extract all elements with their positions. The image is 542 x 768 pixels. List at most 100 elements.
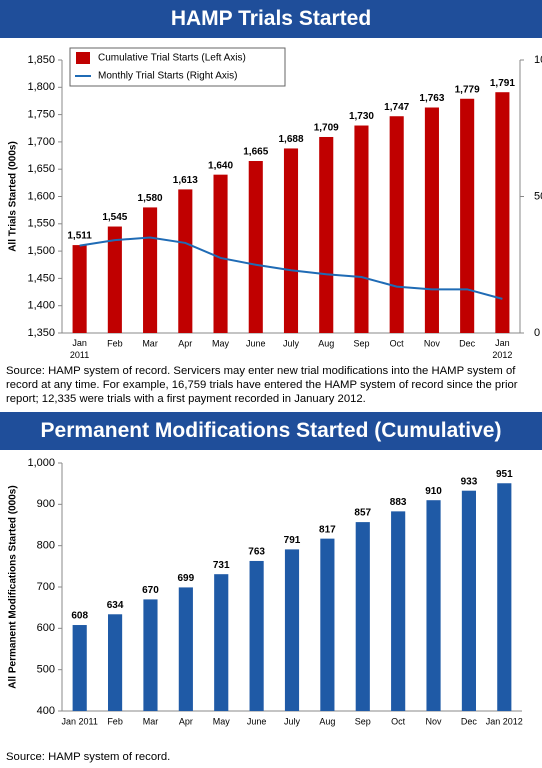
data-label: 1,545 [102, 212, 127, 223]
y-tick-label: 500 [37, 664, 55, 676]
x-tick-label: Sep [355, 716, 371, 726]
data-label: 1,640 [208, 160, 233, 171]
data-label: 817 [319, 524, 336, 535]
bar [460, 98, 475, 334]
source-note: Source: HAMP system of record. [6, 751, 171, 763]
data-label: 910 [425, 486, 442, 497]
data-label: 933 [461, 476, 478, 487]
x-tick-label: Feb [107, 716, 123, 726]
x-tick-label: Apr [178, 338, 192, 348]
chart-title: HAMP Trials Started [0, 0, 542, 38]
chart-title: Permanent Modifications Started (Cumulat… [0, 412, 542, 450]
x-tick-label: Nov [424, 338, 441, 348]
bar [424, 107, 439, 333]
bar [213, 174, 228, 333]
y-tick-label: 400 [37, 705, 55, 717]
data-label: 670 [142, 585, 159, 596]
bar [108, 614, 123, 711]
bar [495, 92, 510, 334]
x-tick-label: Mar [143, 716, 159, 726]
y-tick-label: 600 [37, 622, 55, 634]
bar [248, 161, 263, 333]
bar [461, 490, 476, 711]
source-note: Source: HAMP system of record. Servicers… [6, 365, 518, 405]
x-tick-label: Jan 2012 [486, 716, 523, 726]
legend-swatch [76, 52, 90, 64]
bar [143, 599, 158, 711]
x-tick-label: July [284, 716, 301, 726]
x-tick-label: Jan 2012 [492, 338, 512, 360]
data-label: 883 [390, 497, 407, 508]
bar [249, 560, 264, 711]
data-label: 1,747 [384, 102, 409, 113]
y-tick-label: 1,700 [27, 136, 55, 148]
bar [72, 245, 87, 333]
bar [355, 522, 370, 711]
x-tick-label: Aug [318, 338, 334, 348]
x-tick-label: Sep [353, 338, 369, 348]
y-tick-label: 1,850 [27, 54, 55, 66]
data-label: 1,613 [173, 175, 198, 186]
bar [391, 511, 406, 711]
bar [214, 574, 229, 711]
x-tick-label: Oct [391, 716, 406, 726]
data-label: 1,580 [138, 193, 163, 204]
y-tick-label: 1,600 [27, 190, 55, 202]
data-label: 699 [178, 573, 195, 584]
data-label: 1,688 [278, 134, 303, 145]
bar [283, 148, 299, 333]
bar [178, 587, 193, 711]
x-tick-label: Jan 2011 [62, 716, 98, 726]
bar [389, 116, 404, 333]
y-tick-label: 1,800 [27, 81, 55, 93]
y-tick-label: 1,750 [27, 109, 55, 121]
bar [178, 189, 193, 333]
data-label: 1,791 [490, 78, 515, 89]
y2-tick-label: 100 [534, 54, 542, 66]
line [79, 236, 503, 300]
x-tick-label: Dec [461, 716, 478, 726]
bar [284, 549, 300, 711]
bar [497, 483, 512, 711]
data-label: 763 [248, 547, 265, 558]
bar [319, 136, 334, 333]
data-label: 1,709 [314, 123, 339, 134]
y-tick-label: 700 [37, 581, 55, 593]
y-tick-label: 1,350 [27, 327, 55, 339]
x-tick-label: Jan 2011 [70, 338, 89, 360]
legend-label: Cumulative Trial Starts (Left Axis) [98, 53, 246, 64]
data-label: 634 [107, 600, 124, 611]
legend-label: Monthly Trial Starts (Right Axis) [98, 71, 237, 82]
y-tick-label: 800 [37, 540, 55, 552]
data-label: 608 [71, 611, 88, 622]
x-tick-label: Dec [459, 338, 476, 348]
data-label: 1,763 [419, 93, 444, 104]
x-tick-label: Nov [426, 716, 443, 726]
data-label: 1,511 [67, 231, 92, 242]
data-label: 857 [354, 508, 371, 519]
x-tick-label: Mar [142, 338, 158, 348]
x-tick-label: July [283, 338, 300, 348]
x-tick-label: Oct [390, 338, 405, 348]
bar [143, 207, 158, 333]
bar [107, 226, 122, 333]
data-label: 1,779 [455, 84, 480, 95]
y-tick-label: 900 [37, 498, 55, 510]
x-tick-label: Apr [179, 716, 193, 726]
y-axis-label: All Trials Started (000s) [8, 141, 19, 252]
data-label: 1,665 [243, 147, 268, 158]
y-tick-label: 1,550 [27, 218, 55, 230]
legend-box [69, 47, 286, 87]
y2-tick-label: 50 [534, 190, 542, 202]
data-label: 731 [213, 560, 230, 571]
bar [354, 125, 369, 334]
x-tick-label: June [246, 338, 266, 348]
bar [320, 538, 335, 711]
bar [72, 625, 87, 711]
y-tick-label: 1,500 [27, 245, 55, 257]
y2-tick-label: 0 [534, 327, 540, 339]
y-tick-label: 1,400 [27, 300, 55, 312]
x-tick-label: Feb [107, 338, 123, 348]
